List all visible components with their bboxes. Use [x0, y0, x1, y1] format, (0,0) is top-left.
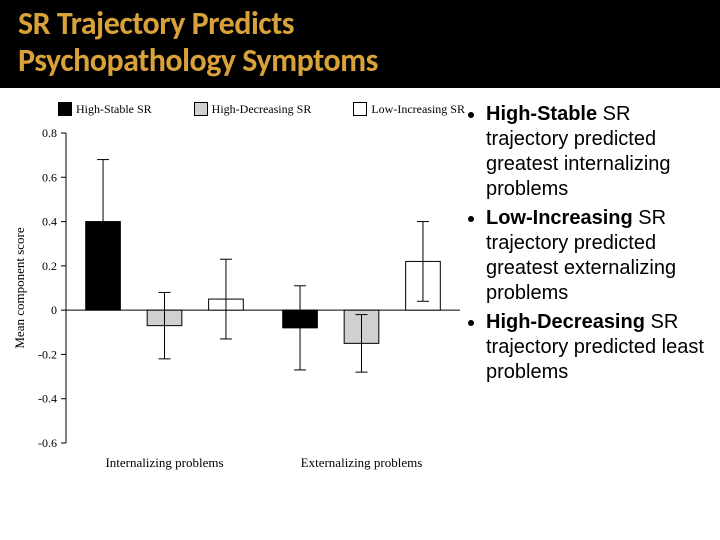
content-row: High-Stable SR High-Decreasing SR Low-Incr… — [0, 88, 720, 483]
bullet-list-container: High-Stable SR trajectory predicted grea… — [468, 98, 712, 389]
bullet-item: Low-Increasing SR trajectory predicted g… — [486, 206, 706, 306]
title-line-1: SR Trajectory Predicts — [18, 4, 294, 43]
legend-swatch — [353, 102, 367, 116]
y-tick-label: -0.6 — [38, 436, 57, 450]
slide-title: SR Trajectory Predicts Psychopathology S… — [18, 6, 702, 80]
category-label: Internalizing problems — [105, 455, 223, 470]
category-label: Externalizing problems — [301, 455, 423, 470]
bullet-item: High-Decreasing SR trajectory predicted … — [486, 310, 706, 385]
y-tick-label: 0.2 — [42, 258, 57, 272]
y-tick-label: 0.8 — [42, 126, 57, 140]
legend-item: High-Decreasing SR — [194, 102, 312, 117]
legend-label: Low-Increasing SR — [371, 102, 465, 117]
slide-root: SR Trajectory Predicts Psychopathology S… — [0, 0, 720, 540]
bullet-bold: Low-Increasing — [486, 207, 633, 229]
y-tick-label: 0.6 — [42, 170, 57, 184]
y-tick-label: 0 — [51, 303, 57, 317]
legend: High-Stable SR High-Decreasing SR Low-Incr… — [8, 102, 468, 123]
bar-chart: -0.6 -0.4 -0.2 0 0.2 0.4 0.6 0.8 Mean component … — [8, 123, 468, 483]
legend-item: High-Stable SR — [58, 102, 152, 117]
bullet-list: High-Stable SR trajectory predicted grea… — [468, 102, 706, 385]
bullet-item: High-Stable SR trajectory predicted grea… — [486, 102, 706, 202]
y-tick-label: 0.4 — [42, 214, 57, 228]
legend-label: High-Stable SR — [76, 102, 152, 117]
y-tick-label: -0.4 — [38, 391, 57, 405]
legend-item: Low-Increasing SR — [353, 102, 465, 117]
bullet-bold: High-Stable — [486, 103, 597, 125]
legend-label: High-Decreasing SR — [212, 102, 312, 117]
chart-area: High-Stable SR High-Decreasing SR Low-Incr… — [8, 98, 468, 483]
title-line-2: Psychopathology Symptoms — [18, 41, 378, 80]
legend-swatch — [194, 102, 208, 116]
bullet-bold: High-Decreasing — [486, 311, 645, 333]
y-axis-label: Mean component score — [12, 227, 27, 349]
legend-swatch — [58, 102, 72, 116]
y-tick-label: -0.2 — [38, 347, 57, 361]
title-bar: SR Trajectory Predicts Psychopathology S… — [0, 0, 720, 88]
